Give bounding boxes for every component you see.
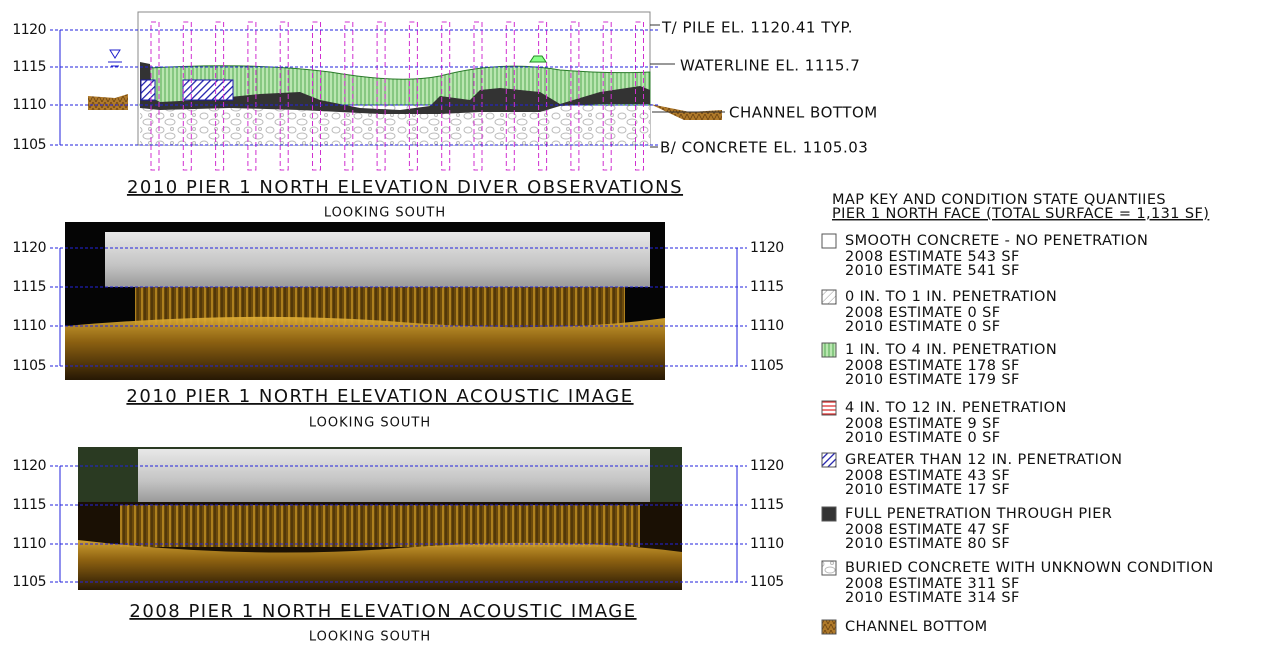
key-swatch xyxy=(822,620,836,634)
channel-bottom xyxy=(88,94,128,110)
key-swatch xyxy=(822,343,836,357)
panel-title: 2010 PIER 1 NORTH ELEVATION DIVER OBSERV… xyxy=(127,177,683,198)
panel-subtitle: LOOKING SOUTH xyxy=(309,416,431,431)
key-label: SMOOTH CONCRETE - NO PENETRATION xyxy=(845,233,1148,249)
key-estimate: 2010 ESTIMATE 17 SF xyxy=(845,482,1010,498)
elevation-label: 1120 xyxy=(12,458,46,474)
elevation-label: 1115 xyxy=(750,279,784,295)
elevation-label: 1120 xyxy=(12,240,46,256)
key-label: 0 IN. TO 1 IN. PENETRATION xyxy=(845,289,1057,305)
elevation-label: 1120 xyxy=(12,22,46,38)
elevation-label: 1120 xyxy=(750,240,784,256)
elevation-label: 1120 xyxy=(750,458,784,474)
callout: CHANNEL BOTTOM xyxy=(729,104,878,122)
key-swatch xyxy=(822,290,836,304)
panel-subtitle: LOOKING SOUTH xyxy=(324,206,446,221)
elevation-label: 1115 xyxy=(12,279,46,295)
key-estimate: 2010 ESTIMATE 541 SF xyxy=(845,263,1020,279)
water-symbol xyxy=(108,50,122,66)
map-key: MAP KEY AND CONDITION STATE QUANTIIES PI… xyxy=(822,192,1214,635)
key-label: GREATER THAN 12 IN. PENETRATION xyxy=(845,452,1122,468)
acoustic-2008: 2008 PIER 1 NORTH ELEVATION ACOUSTIC IMA… xyxy=(78,447,682,645)
callout: B/ CONCRETE EL. 1105.03 xyxy=(660,139,868,157)
elevation-label: 1105 xyxy=(12,137,46,153)
key-swatch xyxy=(822,507,836,521)
key-estimate: 2010 ESTIMATE 0 SF xyxy=(845,430,1001,446)
elevation-label: 1110 xyxy=(750,536,784,552)
panel-title: 2008 PIER 1 NORTH ELEVATION ACOUSTIC IMA… xyxy=(129,601,636,622)
elevation-label: 1105 xyxy=(750,574,784,590)
panel-title: 2010 PIER 1 NORTH ELEVATION ACOUSTIC IMA… xyxy=(126,386,633,407)
key-label: 4 IN. TO 12 IN. PENETRATION xyxy=(845,400,1067,416)
key-label: FULL PENETRATION THROUGH PIER xyxy=(845,506,1112,522)
concrete xyxy=(105,232,650,287)
key-label: 1 IN. TO 4 IN. PENETRATION xyxy=(845,342,1057,358)
elevation-label: 1105 xyxy=(12,574,46,590)
elevation-label: 1115 xyxy=(750,497,784,513)
concrete xyxy=(138,449,650,502)
panel-subtitle: LOOKING SOUTH xyxy=(309,630,431,645)
elevation-label: 1110 xyxy=(12,97,46,113)
callout: T/ PILE EL. 1120.41 TYP. xyxy=(661,19,853,37)
key-label: BURIED CONCRETE WITH UNKNOWN CONDITION xyxy=(845,560,1214,576)
key-swatch xyxy=(822,401,836,415)
key-estimate: 2010 ESTIMATE 314 SF xyxy=(845,590,1020,606)
leader-lines xyxy=(650,25,725,147)
sonar-face xyxy=(120,505,640,547)
key-estimate: 2010 ESTIMATE 179 SF xyxy=(845,372,1020,388)
elevation-label: 1115 xyxy=(12,59,46,75)
key-swatch xyxy=(822,234,836,248)
elevation-label: 1105 xyxy=(750,358,784,374)
elevation-label: 1110 xyxy=(12,318,46,334)
key-title: PIER 1 NORTH FACE (TOTAL SURFACE = 1,131… xyxy=(832,206,1209,222)
callout: WATERLINE EL. 1115.7 xyxy=(680,57,860,75)
key-estimate: 2010 ESTIMATE 0 SF xyxy=(845,319,1001,335)
key-label: CHANNEL BOTTOM xyxy=(845,619,988,635)
key-swatch xyxy=(822,561,836,575)
elevation-label: 1110 xyxy=(12,536,46,552)
key-estimate: 2010 ESTIMATE 80 SF xyxy=(845,536,1010,552)
key-swatch xyxy=(822,453,836,467)
elevation-label: 1110 xyxy=(750,318,784,334)
drawing: T/ PILE EL. 1120.41 TYP. WATERLINE EL. 1… xyxy=(0,0,1264,647)
deep-penetration xyxy=(141,80,155,100)
elevation-label: 1105 xyxy=(12,358,46,374)
deep-penetration xyxy=(183,80,233,100)
diver-panel: T/ PILE EL. 1120.41 TYP. WATERLINE EL. 1… xyxy=(88,12,878,221)
elevation-label: 1115 xyxy=(12,497,46,513)
